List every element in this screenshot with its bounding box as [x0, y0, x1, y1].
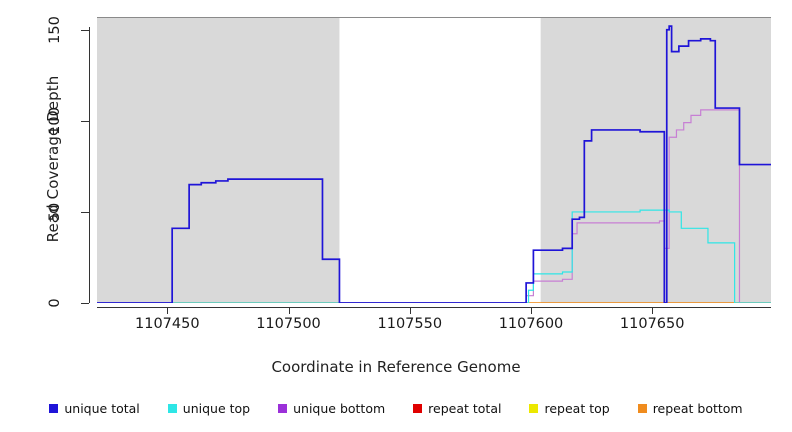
shaded-region-1 — [540, 17, 771, 303]
y-tick-label-text: 50 — [47, 202, 63, 222]
y-axis-line — [89, 27, 90, 303]
x-tick — [288, 307, 290, 314]
x-tick-label: 1107600 — [498, 316, 564, 332]
series-line-unique-top — [97, 209, 771, 303]
legend-gap — [385, 408, 413, 409]
y-tick-label: 150 — [32, 16, 78, 44]
x-axis-title: Coordinate in Reference Genome — [271, 358, 521, 376]
legend-gap — [140, 408, 168, 409]
legend-label: repeat bottom — [652, 400, 743, 416]
y-tick-label: 0 — [32, 293, 78, 313]
legend-swatch-icon — [413, 403, 423, 413]
legend-item-unique-total[interactable]: unique total — [49, 400, 140, 416]
shaded-region-0 — [97, 17, 340, 303]
x-tick-label: 1107550 — [377, 316, 443, 332]
legend-item-repeat-total[interactable]: repeat total — [413, 401, 501, 416]
legend-label: unique bottom — [293, 400, 386, 416]
x-tick — [167, 307, 169, 314]
legend-label: repeat top — [544, 400, 610, 416]
plot-svg — [97, 17, 771, 303]
x-tick-label: 1107450 — [135, 316, 200, 332]
legend: unique total unique top unique bottom repea… — [0, 398, 792, 418]
y-axis-title: Read Coverage Depth — [44, 75, 62, 243]
legend-label: unique top — [182, 400, 251, 416]
x-tick-label: 1107500 — [256, 316, 321, 332]
series-line-unique-total — [97, 25, 771, 303]
y-tick-label: 100 — [32, 107, 78, 135]
y-tick-label-text: 100 — [47, 106, 63, 135]
y-tick-label: 50 — [32, 202, 78, 222]
legend-item-repeat-top[interactable]: repeat top — [529, 400, 610, 416]
x-tick — [652, 307, 654, 314]
legend-swatch-icon — [278, 403, 288, 413]
y-tick-label-text: 150 — [47, 15, 63, 44]
legend-gap — [501, 408, 529, 409]
legend-item-repeat-bottom[interactable]: repeat bottom — [637, 400, 743, 416]
x-tick — [409, 307, 411, 314]
legend-swatch-icon — [167, 403, 177, 413]
x-axis-line — [97, 307, 771, 308]
legend-swatch-icon — [49, 403, 59, 413]
plot-area — [97, 17, 771, 303]
y-tick — [81, 29, 89, 31]
legend-swatch-icon — [529, 403, 539, 413]
legend-item-unique-top[interactable]: unique top — [167, 400, 251, 416]
legend-label: unique total — [64, 400, 140, 416]
y-tick — [81, 303, 89, 304]
legend-label: repeat total — [428, 400, 502, 416]
legend-swatch-icon — [637, 403, 647, 413]
x-tick — [531, 307, 532, 314]
y-tick — [81, 120, 89, 122]
legend-gap — [250, 408, 278, 409]
legend-item-unique-bottom[interactable]: unique bottom — [278, 401, 385, 416]
y-tick-label-text: 0 — [47, 298, 63, 308]
y-tick — [81, 211, 89, 213]
legend-gap — [610, 408, 638, 409]
x-tick-label: 1107650 — [619, 316, 685, 332]
